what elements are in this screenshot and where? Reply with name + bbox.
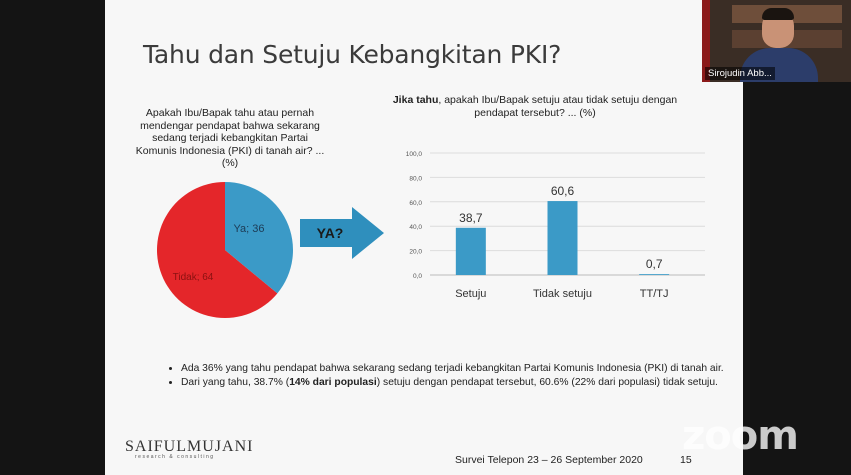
left-question: Apakah Ibu/Bapak tahu atau pernah menden…: [135, 107, 325, 169]
bar-value-label: 38,7: [459, 211, 483, 225]
pie-slice-ya: [225, 182, 293, 294]
right-question-bold: Jika tahu: [392, 94, 439, 106]
pie-slice-tidak: [156, 182, 278, 318]
bullet-list: Ada 36% yang tahu pendapat bahwa sekaran…: [165, 363, 725, 389]
bullet-item: Dari yang tahu, 38.7% (14% dari populasi…: [181, 377, 725, 389]
participant-name: Sirojudin Abb...: [705, 67, 775, 80]
logo-main-text: SAIFULMUJANI: [125, 438, 254, 455]
y-tick-label: 20,0: [409, 249, 422, 256]
presentation-slide: Tahu dan Setuju Kebangkitan PKI? Apakah …: [105, 0, 743, 475]
pie-label-ya: Ya; 36: [234, 223, 265, 235]
bar-value-label: 60,6: [551, 184, 575, 198]
y-tick-label: 0,0: [413, 273, 422, 280]
arrow-label: YA?: [317, 225, 344, 241]
bar: [547, 201, 578, 275]
arrow-icon: YA?: [300, 207, 384, 259]
chart-grid: 0,0 20,0 40,0 60,0 80,0 100,0: [406, 151, 705, 280]
video-background-red: [702, 0, 710, 82]
slide-footer: Survei Telepon 23 – 26 September 2020: [455, 454, 643, 466]
arrow-shape: [300, 207, 384, 259]
bar: [639, 274, 670, 275]
category-label: Tidak setuju: [533, 288, 592, 300]
participant-video-tile[interactable]: Sirojudin Abb...: [702, 0, 851, 82]
company-logo: SAIFULMUJANI research & consulting: [125, 438, 253, 460]
summary-bullets: Ada 36% yang tahu pendapat bahwa sekaran…: [165, 363, 725, 391]
right-question: Jika tahu, apakah Ibu/Bapak setuju atau …: [385, 94, 685, 119]
y-tick-label: 60,0: [409, 200, 422, 207]
zoom-watermark: zoom: [682, 413, 799, 459]
bar: [455, 227, 486, 275]
left-black-bar: [0, 0, 105, 475]
bar-chart: 0,0 20,0 40,0 60,0 80,0 100,0 38,7 Setuju 60,6 T…: [406, 151, 705, 300]
bar-value-label: 0,7: [646, 257, 663, 271]
pie-chart: Ya; 36 Tidak; 64: [156, 182, 293, 318]
y-tick-label: 40,0: [409, 224, 422, 231]
bullet-item: Ada 36% yang tahu pendapat bahwa sekaran…: [181, 363, 725, 375]
y-tick-label: 80,0: [409, 175, 422, 182]
right-question-text: , apakah Ibu/Bapak setuju atau tidak set…: [438, 94, 678, 119]
y-tick-label: 100,0: [406, 151, 423, 158]
page-number: 15: [680, 454, 692, 466]
slide-title: Tahu dan Setuju Kebangkitan PKI?: [143, 40, 562, 69]
logo-sub-text: research & consulting: [135, 454, 215, 460]
category-label: Setuju: [455, 288, 486, 300]
pie-label-tidak: Tidak; 64: [173, 272, 214, 283]
bullet-bold: 14% dari populasi: [289, 377, 377, 388]
category-label: TT/TJ: [640, 288, 669, 300]
chart-bars: 38,7 Setuju 60,6 Tidak setuju 0,7 TT/TJ: [455, 184, 670, 300]
participant-hair: [762, 8, 794, 20]
